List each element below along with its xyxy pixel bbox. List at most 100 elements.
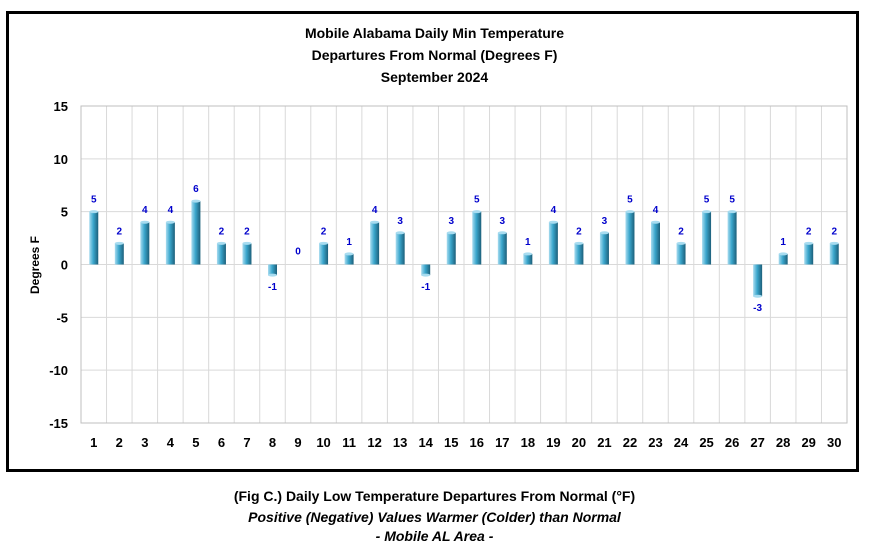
data-label: 2 [219,226,225,237]
data-label: 2 [831,226,837,237]
bar-cap [242,241,252,245]
x-tick-label: 20 [572,435,586,450]
x-tick-label: 15 [444,435,458,450]
x-tick-label: 22 [623,435,637,450]
x-tick-label: 23 [648,435,662,450]
bar-cap [625,210,635,214]
x-tick-label: 18 [521,435,535,450]
data-label: 2 [244,226,250,237]
bar [140,222,150,265]
bar [753,264,763,297]
x-tick-label: 27 [750,435,764,450]
data-label: 4 [653,205,659,216]
data-label: 5 [627,195,633,206]
data-label: 4 [142,205,148,216]
x-tick-label: 28 [776,435,790,450]
x-tick-label: 1 [90,435,97,450]
bar [651,222,660,265]
x-tick-label: 19 [546,435,560,450]
bar-cap [523,252,533,256]
bar [727,211,737,265]
bar-cap [702,210,712,214]
bar-cap [829,241,839,245]
bar-cap [216,241,226,245]
data-label: 1 [525,237,531,248]
bar [370,222,380,265]
bar-cap [753,294,763,298]
bar [829,243,839,265]
bar [804,243,814,265]
bar [421,264,431,276]
x-tick-label: 3 [141,435,148,450]
bar [702,211,712,265]
y-tick-labels: 15 10 5 0 -5 -10 -15 [49,99,68,431]
bar [114,243,124,265]
data-labels: 5 2 4 4 6 2 2 -1 0 2 1 4 3 -1 3 5 3 1 4 2 3 5 4 2 5 5 -3 1 2 2 [91,184,837,314]
chart-title-line-3: September 2024 [380,69,489,85]
y-tick-label: -5 [56,310,68,325]
bar-cap [727,210,737,214]
data-label: 2 [321,226,327,237]
x-tick-label: 14 [418,435,433,450]
bar-cap [497,231,507,235]
gridlines [80,105,848,424]
chart-title-line-1: Mobile Alabama Daily Min Temperature [304,25,565,41]
x-tick-label: 8 [269,435,276,450]
data-label: -3 [753,303,762,314]
data-label: 5 [729,195,735,206]
bar-cap [446,231,456,235]
bar-cap [140,220,150,224]
y-tick-label: 0 [61,258,68,273]
y-tick-label: 15 [54,99,68,114]
bar-cap [165,220,175,224]
bar-cap [191,199,201,203]
data-label: 2 [576,226,582,237]
plot-area-border [80,105,848,424]
data-label: 1 [780,237,786,248]
data-label: -1 [421,282,430,293]
bar-cap [651,220,660,224]
caption-line-1: (Fig C.) Daily Low Temperature Departure… [233,488,636,504]
data-label: 3 [448,216,454,227]
data-label: 0 [295,247,301,258]
bar [599,232,609,265]
bar [523,253,533,265]
x-tick-label: 9 [294,435,301,450]
x-tick-label: 2 [116,435,123,450]
x-tick-label: 25 [699,435,713,450]
bar-cap [599,231,609,235]
x-tick-label: 10 [316,435,330,450]
y-tick-label: -10 [49,363,68,378]
bar-cap [421,273,431,277]
x-tick-label: 13 [393,435,407,450]
data-label: 6 [193,184,199,195]
y-axis-label: Degrees F [28,236,42,294]
x-tick-label: 30 [827,435,841,450]
bar [574,243,584,265]
data-label: 5 [91,195,97,206]
bar [395,232,405,265]
data-label: 5 [704,195,710,206]
x-tick-label: 6 [218,435,225,450]
bar-cap [804,241,814,245]
x-tick-label: 12 [367,435,381,450]
data-label: 2 [678,226,684,237]
data-label: 4 [168,205,174,216]
bar [548,222,558,265]
x-tick-label: 17 [495,435,509,450]
x-tick-labels: 1 2 3 4 5 6 7 8 9 10 11 12 13 14 15 16 17 18 19 20 21 22 23 24 2… [90,435,841,450]
bar-cap [268,273,277,277]
y-tick-label: -15 [49,416,68,431]
data-label: 3 [500,216,506,227]
caption-line-3: - Mobile AL Area - [375,528,494,544]
x-tick-label: 7 [243,435,250,450]
bar [319,243,329,265]
bar [268,264,277,276]
bar [216,243,226,265]
chart-title-line-2: Departures From Normal (Degrees F) [311,47,558,63]
x-tick-label: 5 [192,435,199,450]
x-tick-label: 26 [725,435,739,450]
data-label: 3 [397,216,403,227]
x-tick-label: 11 [342,435,356,450]
